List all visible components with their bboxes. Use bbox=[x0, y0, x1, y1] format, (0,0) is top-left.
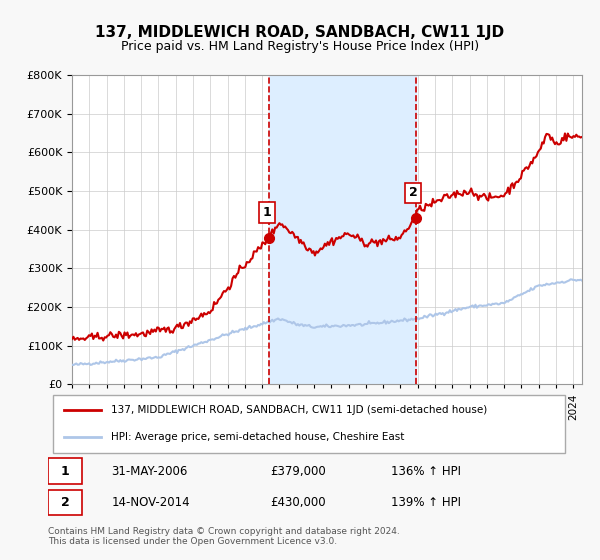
Text: 137, MIDDLEWICH ROAD, SANDBACH, CW11 1JD: 137, MIDDLEWICH ROAD, SANDBACH, CW11 1JD bbox=[95, 25, 505, 40]
Text: HPI: Average price, semi-detached house, Cheshire East: HPI: Average price, semi-detached house,… bbox=[112, 432, 405, 442]
Text: £430,000: £430,000 bbox=[270, 496, 325, 509]
Bar bbox=[269, 75, 416, 384]
Text: 2: 2 bbox=[61, 496, 69, 509]
Text: 139% ↑ HPI: 139% ↑ HPI bbox=[391, 496, 461, 509]
Text: 14-NOV-2014: 14-NOV-2014 bbox=[112, 496, 190, 509]
Text: 136% ↑ HPI: 136% ↑ HPI bbox=[391, 465, 461, 478]
Text: 2: 2 bbox=[409, 186, 417, 199]
Text: Contains HM Land Registry data © Crown copyright and database right 2024.
This d: Contains HM Land Registry data © Crown c… bbox=[48, 526, 400, 546]
Text: 1: 1 bbox=[61, 465, 69, 478]
Text: £379,000: £379,000 bbox=[270, 465, 326, 478]
Text: Price paid vs. HM Land Registry's House Price Index (HPI): Price paid vs. HM Land Registry's House … bbox=[121, 40, 479, 53]
FancyBboxPatch shape bbox=[48, 490, 82, 515]
FancyBboxPatch shape bbox=[48, 458, 82, 484]
Text: 31-MAY-2006: 31-MAY-2006 bbox=[112, 465, 188, 478]
Text: 137, MIDDLEWICH ROAD, SANDBACH, CW11 1JD (semi-detached house): 137, MIDDLEWICH ROAD, SANDBACH, CW11 1JD… bbox=[112, 405, 488, 415]
Text: 1: 1 bbox=[262, 206, 271, 219]
FancyBboxPatch shape bbox=[53, 395, 565, 453]
